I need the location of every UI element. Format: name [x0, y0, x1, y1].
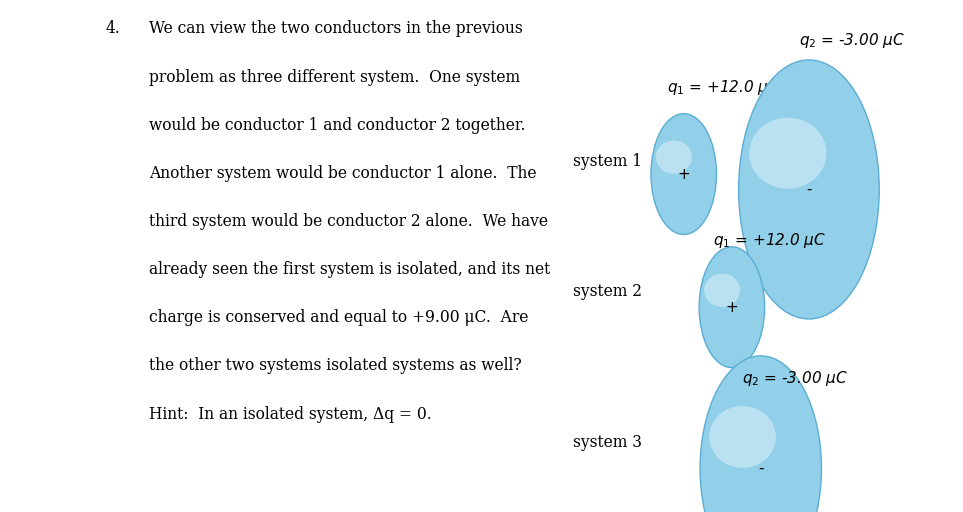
- Text: charge is conserved and equal to +9.00 μC.  Are: charge is conserved and equal to +9.00 μ…: [149, 309, 529, 326]
- Ellipse shape: [656, 141, 691, 174]
- Text: already seen the first system is isolated, and its net: already seen the first system is isolate…: [149, 261, 551, 278]
- Text: 4.: 4.: [106, 20, 120, 37]
- Text: problem as three different system.  One system: problem as three different system. One s…: [149, 69, 520, 86]
- Text: $q_1$ = +12.0 $\mu$C: $q_1$ = +12.0 $\mu$C: [667, 77, 781, 97]
- Text: system 2: system 2: [573, 283, 642, 301]
- Ellipse shape: [651, 114, 716, 234]
- Text: -: -: [758, 461, 764, 476]
- Text: $q_2$ = -3.00 $\mu$C: $q_2$ = -3.00 $\mu$C: [799, 31, 905, 51]
- Ellipse shape: [749, 118, 826, 189]
- Ellipse shape: [709, 406, 776, 468]
- Text: $q_1$ = +12.0 $\mu$C: $q_1$ = +12.0 $\mu$C: [713, 231, 826, 250]
- Ellipse shape: [699, 247, 765, 368]
- Ellipse shape: [739, 60, 879, 319]
- Text: -: -: [806, 182, 812, 197]
- Text: $q_2$ = -3.00 $\mu$C: $q_2$ = -3.00 $\mu$C: [742, 369, 847, 389]
- Text: We can view the two conductors in the previous: We can view the two conductors in the pr…: [149, 20, 523, 37]
- Ellipse shape: [700, 356, 821, 512]
- Text: system 1: system 1: [573, 153, 642, 170]
- Text: Another system would be conductor 1 alone.  The: Another system would be conductor 1 alon…: [149, 165, 536, 182]
- Text: the other two systems isolated systems as well?: the other two systems isolated systems a…: [149, 357, 522, 374]
- Text: system 3: system 3: [573, 434, 642, 452]
- Ellipse shape: [704, 274, 741, 307]
- Text: third system would be conductor 2 alone.  We have: third system would be conductor 2 alone.…: [149, 213, 548, 230]
- Text: +: +: [725, 300, 739, 315]
- Text: Hint:  In an isolated system, Δq = 0.: Hint: In an isolated system, Δq = 0.: [149, 406, 432, 422]
- Text: +: +: [677, 166, 690, 182]
- Text: would be conductor 1 and conductor 2 together.: would be conductor 1 and conductor 2 tog…: [149, 117, 526, 134]
